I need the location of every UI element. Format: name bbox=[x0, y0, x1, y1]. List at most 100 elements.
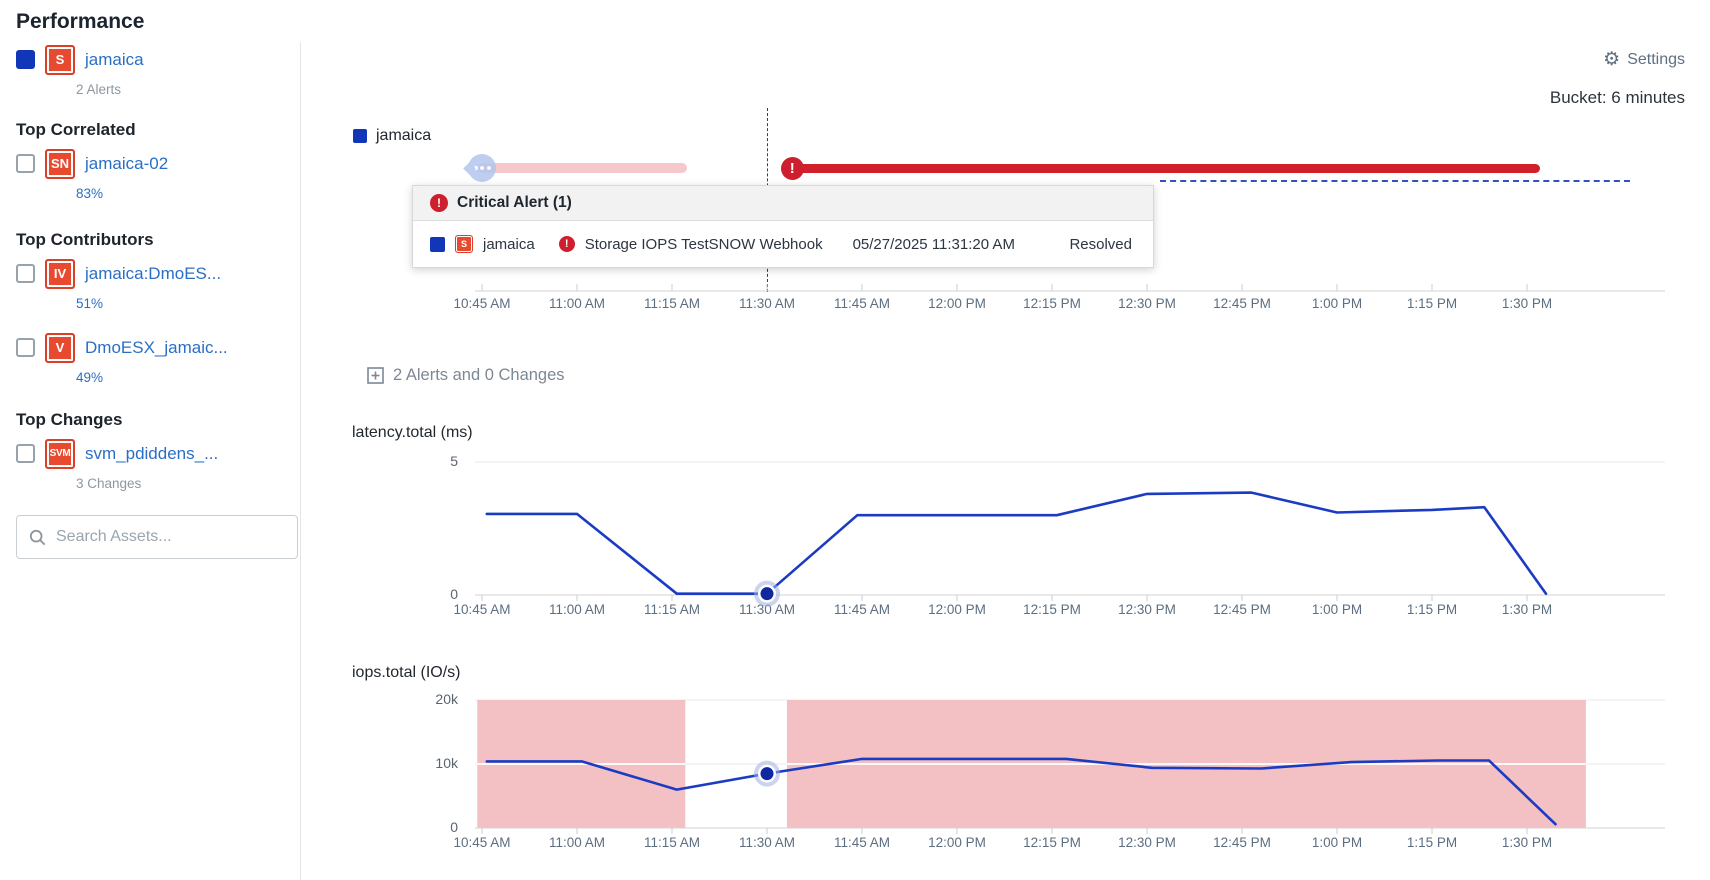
critical-alert-bar[interactable] bbox=[798, 164, 1541, 173]
y-axis-tick-label: 0 bbox=[450, 819, 458, 835]
x-axis-tick-label: 12:45 PM bbox=[1213, 602, 1271, 617]
contribution-percent: 51% bbox=[76, 296, 104, 311]
asset-item-volume: V DmoESX_jamaic... 49% bbox=[16, 332, 286, 385]
asset-checkbox-svm[interactable] bbox=[16, 444, 35, 463]
alerts-changes-label: 2 Alerts and 0 Changes bbox=[393, 366, 565, 384]
timeline-legend: jamaica bbox=[353, 127, 431, 145]
iops-chart-title: iops.total (IO/s) bbox=[352, 664, 461, 681]
x-axis-tick-label: 11:45 AM bbox=[834, 835, 890, 850]
search-icon bbox=[29, 529, 46, 545]
section-heading-top-correlated: Top Correlated bbox=[16, 120, 136, 139]
asset-item-internal-volume: IV jamaica:DmoES... 51% bbox=[16, 258, 286, 311]
asset-checkbox-internal-volume[interactable] bbox=[16, 264, 35, 283]
x-axis-tick-label: 10:45 AM bbox=[453, 296, 510, 311]
change-count: 3 Changes bbox=[76, 476, 142, 491]
alert-tooltip-header: Critical Alert (1) bbox=[413, 186, 1153, 221]
search-box bbox=[16, 515, 298, 559]
latency-chart-canvas[interactable]: 10:45 AM 11:00 AM 11:15 AM 11:30 AM 11:45 AM… bbox=[453, 461, 1665, 627]
x-axis-tick-label: 12:45 PM bbox=[1213, 835, 1271, 850]
search-input[interactable] bbox=[56, 528, 285, 546]
x-axis-tick-label: 1:15 PM bbox=[1407, 602, 1457, 617]
section-heading-top-changes: Top Changes bbox=[16, 410, 123, 429]
alerts-changes-toggle[interactable]: 2 Alerts and 0 Changes bbox=[367, 366, 565, 385]
internal-volume-badge-icon: IV bbox=[45, 258, 75, 289]
x-axis-tick-label: 1:15 PM bbox=[1407, 296, 1457, 311]
x-axis-tick-label: 12:30 PM bbox=[1118, 296, 1176, 311]
series-guide-dashline bbox=[1160, 180, 1630, 182]
resolved-alert-bar[interactable] bbox=[478, 163, 688, 173]
asset-checkbox-jamaica-02[interactable] bbox=[16, 154, 35, 173]
volume-badge-icon: V bbox=[45, 332, 75, 363]
iops-chart-canvas[interactable]: 10:45 AM 11:00 AM 11:15 AM 11:30 AM 11:45 AM… bbox=[453, 699, 1665, 860]
x-axis-tick-label: 11:15 AM bbox=[644, 835, 700, 850]
x-axis-tick-label: 11:15 AM bbox=[644, 602, 700, 617]
asset-checkbox-jamaica[interactable] bbox=[16, 50, 35, 69]
x-axis-tick-label: 1:00 PM bbox=[1312, 602, 1362, 617]
x-axis-tick-label: 1:30 PM bbox=[1502, 835, 1552, 850]
bucket-label: Bucket: 6 minutes bbox=[1549, 88, 1685, 107]
y-axis-tick-label: 20k bbox=[435, 691, 458, 707]
asset-checkbox-volume[interactable] bbox=[16, 338, 35, 357]
asset-item-jamaica-02: SN jamaica-02 83% bbox=[16, 148, 286, 201]
critical-alert-icon bbox=[558, 236, 575, 252]
x-axis-tick-label: 1:00 PM bbox=[1312, 835, 1362, 850]
x-axis-tick-label: 11:00 AM bbox=[549, 835, 605, 850]
alert-tooltip: Critical Alert (1) S jamaica Storage IOP… bbox=[412, 185, 1154, 268]
asset-link-internal-volume[interactable]: jamaica:DmoES... bbox=[85, 263, 222, 283]
latency-chart-title: latency.total (ms) bbox=[352, 424, 473, 441]
y-axis-tick-label: 0 bbox=[450, 586, 458, 602]
alert-tooltip-title: Critical Alert (1) bbox=[457, 194, 572, 211]
alert-cluster-badge[interactable] bbox=[468, 154, 497, 182]
x-axis-tick-label: 12:15 PM bbox=[1023, 602, 1081, 617]
alert-tooltip-row: S jamaica Storage IOPS TestSNOW Webhook … bbox=[413, 221, 1153, 267]
x-axis-tick-label: 12:00 PM bbox=[928, 835, 986, 850]
series-color-swatch bbox=[430, 236, 445, 252]
asset-link-svm[interactable]: svm_pdiddens_... bbox=[85, 443, 219, 463]
highlighted-data-point bbox=[760, 767, 774, 781]
svm-badge-icon: SVM bbox=[45, 438, 75, 469]
x-axis-tick-label: 10:45 AM bbox=[453, 835, 510, 850]
timeline-x-axis: 10:45 AM 11:00 AM 11:15 AM 11:30 AM 11:45 AM… bbox=[453, 282, 1665, 318]
x-axis-tick-label: 12:00 PM bbox=[928, 602, 986, 617]
x-axis-tick-label: 12:30 PM bbox=[1118, 835, 1176, 850]
y-axis-tick-label: 10k bbox=[435, 755, 458, 771]
settings-button[interactable]: ⚙ Settings bbox=[1603, 50, 1685, 69]
x-axis-tick-label: 11:30 AM bbox=[739, 296, 795, 311]
section-heading-top-contributors: Top Contributors bbox=[16, 230, 154, 249]
asset-link-jamaica[interactable]: jamaica bbox=[85, 49, 144, 69]
x-axis-tick-label: 10:45 AM bbox=[453, 602, 510, 617]
x-axis-tick-label: 11:00 AM bbox=[549, 602, 605, 617]
asset-alert-count: 2 Alerts bbox=[76, 82, 122, 97]
x-axis-tick-label: 11:45 AM bbox=[834, 296, 890, 311]
x-axis-tick-label: 12:30 PM bbox=[1118, 602, 1176, 617]
x-axis-tick-label: 11:30 AM bbox=[739, 835, 795, 850]
x-axis-tick-label: 1:30 PM bbox=[1502, 602, 1552, 617]
asset-item-svm: SVM svm_pdiddens_... 3 Changes bbox=[16, 438, 286, 491]
sidebar: Performance S jamaica 2 Alerts Top Corre… bbox=[0, 0, 300, 880]
x-axis-tick-label: 12:15 PM bbox=[1023, 835, 1081, 850]
expand-plus-icon bbox=[367, 367, 384, 384]
x-axis-tick-label: 12:45 PM bbox=[1213, 296, 1271, 311]
x-axis-tick-label: 12:00 PM bbox=[928, 296, 986, 311]
x-axis-tick-label: 1:30 PM bbox=[1502, 296, 1552, 311]
x-axis-tick-label: 1:00 PM bbox=[1312, 296, 1362, 311]
x-axis-tick-label: 11:45 AM bbox=[834, 602, 890, 617]
y-axis-tick-label: 5 bbox=[450, 453, 458, 469]
alert-asset-name: jamaica bbox=[483, 235, 535, 253]
timeline-legend-label: jamaica bbox=[376, 127, 432, 144]
page-title: Performance bbox=[16, 10, 145, 33]
asset-item-jamaica: S jamaica 2 Alerts bbox=[16, 44, 286, 97]
critical-alert-marker-icon[interactable] bbox=[780, 157, 804, 180]
storage-badge-icon: S bbox=[455, 235, 473, 253]
x-axis-tick-label: 12:15 PM bbox=[1023, 296, 1081, 311]
storage-node-badge-icon: SN bbox=[45, 148, 75, 179]
asset-link-volume[interactable]: DmoESX_jamaic... bbox=[85, 337, 228, 357]
correlation-percent: 83% bbox=[76, 186, 104, 201]
gear-icon: ⚙ bbox=[1603, 49, 1621, 70]
settings-label: Settings bbox=[1627, 50, 1685, 68]
contribution-percent: 49% bbox=[76, 370, 104, 385]
highlighted-data-point bbox=[760, 587, 774, 601]
alert-name-link[interactable]: Storage IOPS TestSNOW Webhook bbox=[584, 235, 823, 253]
asset-link-jamaica-02[interactable]: jamaica-02 bbox=[85, 153, 169, 173]
x-axis-tick-label: 11:15 AM bbox=[644, 296, 700, 311]
